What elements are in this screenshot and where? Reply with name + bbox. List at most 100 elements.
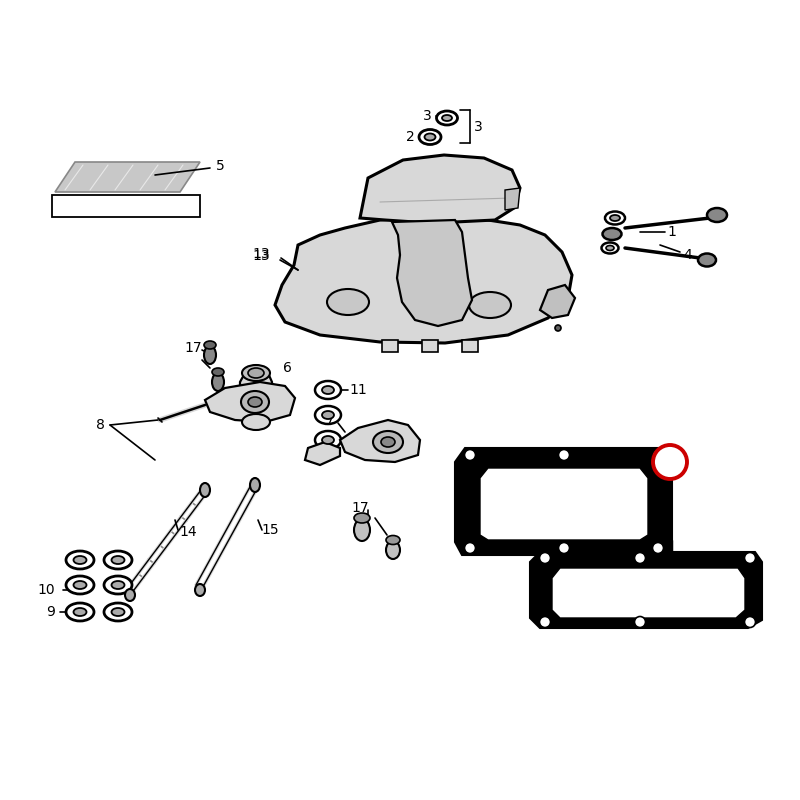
Ellipse shape <box>111 556 125 564</box>
Ellipse shape <box>322 386 334 394</box>
Circle shape <box>558 450 570 461</box>
Polygon shape <box>360 155 520 222</box>
Ellipse shape <box>327 289 369 315</box>
Ellipse shape <box>242 365 270 381</box>
Ellipse shape <box>241 391 269 413</box>
Ellipse shape <box>605 211 625 225</box>
Polygon shape <box>240 373 272 422</box>
Ellipse shape <box>242 414 270 430</box>
Ellipse shape <box>248 368 264 378</box>
Circle shape <box>745 553 755 563</box>
Text: 10: 10 <box>38 583 55 597</box>
Polygon shape <box>340 420 420 462</box>
Ellipse shape <box>442 115 452 121</box>
Polygon shape <box>392 220 472 326</box>
Polygon shape <box>462 340 478 352</box>
Ellipse shape <box>248 397 262 407</box>
Circle shape <box>555 325 561 331</box>
Ellipse shape <box>425 134 435 141</box>
Text: 2: 2 <box>406 130 415 144</box>
Polygon shape <box>530 552 762 628</box>
Circle shape <box>539 553 550 563</box>
Ellipse shape <box>250 478 260 492</box>
Ellipse shape <box>315 431 341 449</box>
Circle shape <box>653 542 663 554</box>
Ellipse shape <box>610 215 620 221</box>
Polygon shape <box>552 568 745 618</box>
Polygon shape <box>480 468 648 540</box>
Ellipse shape <box>315 381 341 399</box>
Ellipse shape <box>606 246 614 250</box>
FancyBboxPatch shape <box>52 195 200 217</box>
Ellipse shape <box>212 368 224 376</box>
Polygon shape <box>540 285 575 318</box>
Ellipse shape <box>204 346 216 364</box>
Ellipse shape <box>373 431 403 453</box>
Ellipse shape <box>315 406 341 424</box>
Polygon shape <box>55 162 200 192</box>
Ellipse shape <box>381 437 395 447</box>
Text: 13: 13 <box>252 249 270 263</box>
Text: gasket sets: gasket sets <box>92 199 160 213</box>
Ellipse shape <box>66 603 94 621</box>
Circle shape <box>558 542 570 554</box>
Ellipse shape <box>104 603 132 621</box>
Circle shape <box>539 617 550 627</box>
Text: 12: 12 <box>659 454 681 470</box>
Ellipse shape <box>74 556 86 564</box>
Ellipse shape <box>469 292 511 318</box>
Circle shape <box>465 542 475 554</box>
Polygon shape <box>648 540 672 560</box>
Text: 3: 3 <box>423 109 432 123</box>
Text: 6: 6 <box>282 361 291 375</box>
Text: 15: 15 <box>261 523 279 537</box>
Ellipse shape <box>212 373 224 391</box>
Text: 13: 13 <box>252 247 270 261</box>
Ellipse shape <box>204 341 216 349</box>
Text: 17: 17 <box>351 501 369 515</box>
Circle shape <box>653 445 687 479</box>
Text: 4: 4 <box>684 248 692 262</box>
Circle shape <box>745 617 755 627</box>
Text: 16: 16 <box>347 431 365 445</box>
Text: 3: 3 <box>474 120 482 134</box>
Polygon shape <box>382 340 398 352</box>
Ellipse shape <box>104 576 132 594</box>
Ellipse shape <box>602 228 622 240</box>
Ellipse shape <box>354 519 370 541</box>
Ellipse shape <box>195 584 205 596</box>
Polygon shape <box>422 340 438 352</box>
Ellipse shape <box>66 576 94 594</box>
Polygon shape <box>305 442 340 465</box>
Circle shape <box>653 450 663 461</box>
Ellipse shape <box>698 254 716 266</box>
Text: 11: 11 <box>349 383 367 397</box>
Ellipse shape <box>322 436 334 444</box>
Ellipse shape <box>66 551 94 569</box>
Polygon shape <box>275 218 572 343</box>
Ellipse shape <box>74 608 86 616</box>
Text: 5: 5 <box>216 159 224 173</box>
Ellipse shape <box>386 535 400 545</box>
Ellipse shape <box>707 208 727 222</box>
Text: 17: 17 <box>184 341 202 355</box>
Text: 9: 9 <box>46 605 55 619</box>
Polygon shape <box>455 448 672 555</box>
Ellipse shape <box>111 581 125 589</box>
Circle shape <box>634 553 646 563</box>
Text: 8: 8 <box>95 418 105 432</box>
Text: 1: 1 <box>667 225 677 239</box>
Polygon shape <box>505 188 520 210</box>
Polygon shape <box>205 382 295 422</box>
Ellipse shape <box>419 130 441 145</box>
Ellipse shape <box>437 111 458 125</box>
Ellipse shape <box>602 242 618 254</box>
Circle shape <box>465 450 475 461</box>
Text: 7: 7 <box>326 413 334 427</box>
Ellipse shape <box>104 551 132 569</box>
Ellipse shape <box>200 483 210 497</box>
Ellipse shape <box>322 411 334 419</box>
Ellipse shape <box>386 541 400 559</box>
Ellipse shape <box>74 581 86 589</box>
Ellipse shape <box>111 608 125 616</box>
